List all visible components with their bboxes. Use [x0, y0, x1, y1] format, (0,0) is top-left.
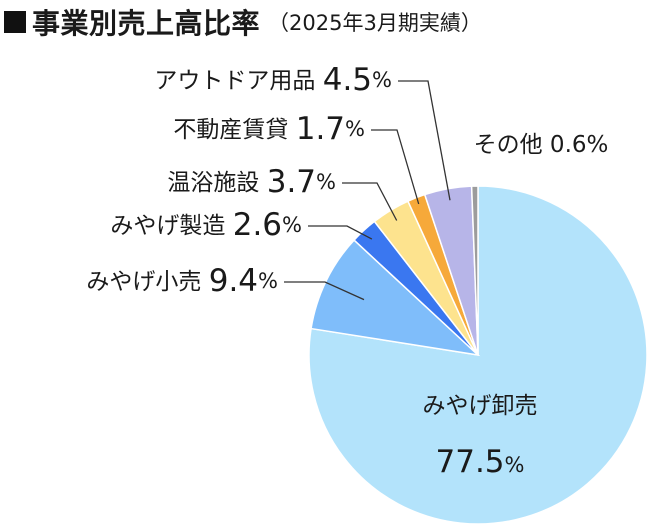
chart-title-row: 事業別売上高比率 （2025年3月期実績）: [4, 2, 482, 42]
label-value-slice-3: 2.6: [233, 207, 282, 243]
label-name-slice-1: みやげ卸売: [423, 393, 538, 419]
label-name-slice-6: アウトドア用品: [154, 68, 322, 94]
leader-line-slice-4: [342, 182, 398, 221]
label-text-slice-1: 77.5%: [436, 444, 525, 480]
label-value-slice-5: 1.7: [296, 111, 345, 147]
label-text-slice-7: その他 0.6%: [474, 132, 609, 158]
title-square-marker: [4, 11, 26, 33]
label-unit-slice-3: %: [282, 213, 302, 237]
label-name-slice-4: 温浴施設: [167, 170, 266, 196]
label-value-slice-1: 77.5: [436, 444, 505, 480]
label-text-slice-2: みやげ小売 9.4%: [86, 263, 278, 299]
label-slice-5: 不動産賃貸 1.7%: [173, 111, 420, 205]
label-unit-slice-2: %: [258, 269, 278, 293]
label-value-slice-4: 3.7: [267, 164, 316, 200]
leader-line-slice-5: [371, 129, 420, 205]
pie-slice-7: [470, 185, 479, 356]
leader-line-slice-6: [398, 80, 451, 201]
label-unit-slice-5: %: [345, 117, 365, 141]
label-unit-slice-1: %: [505, 453, 525, 477]
label-slice-2: みやげ小売 9.4%: [86, 263, 365, 301]
label-name-slice-3: みやげ製造: [110, 213, 232, 239]
label-unit-slice-6: %: [372, 68, 392, 92]
label-slice-3: みやげ製造 2.6%: [110, 207, 373, 243]
leader-line-slice-3: [308, 225, 373, 240]
label-text-slice-6: アウトドア用品 4.5%: [154, 62, 392, 98]
label-value-slice-2: 9.4: [209, 263, 258, 299]
label-slice-4: 温浴施設 3.7%: [167, 164, 398, 221]
leader-line-slice-2: [284, 281, 365, 301]
chart-title: 事業別売上高比率: [32, 7, 261, 40]
label-name-slice-5: 不動産賃貸: [173, 117, 295, 143]
label-unit-slice-4: %: [316, 170, 336, 194]
label-name-slice-2: みやげ小売: [86, 269, 208, 295]
label-value-slice-6: 4.5: [323, 62, 372, 98]
pie-slice-2: [310, 239, 481, 357]
label-slice-6: アウトドア用品 4.5%: [154, 62, 451, 201]
label-text-slice-4: 温浴施設 3.7%: [167, 164, 336, 200]
label-text-slice-5: 不動産賃貸 1.7%: [173, 111, 365, 147]
label-text-slice-3: みやげ製造 2.6%: [110, 207, 302, 243]
chart-subtitle: （2025年3月期実績）: [268, 11, 482, 35]
